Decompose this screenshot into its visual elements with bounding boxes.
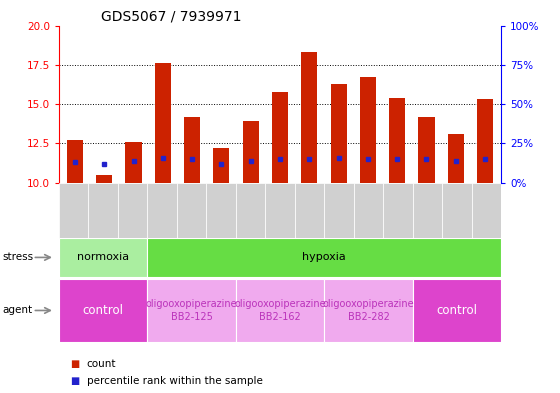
Bar xyxy=(59,279,147,342)
Bar xyxy=(418,117,435,183)
Text: control: control xyxy=(82,304,124,317)
Bar xyxy=(96,175,112,183)
Bar xyxy=(272,92,288,183)
Bar xyxy=(147,183,177,238)
Bar xyxy=(206,183,236,238)
Bar xyxy=(242,121,259,183)
Bar xyxy=(389,98,405,183)
Bar xyxy=(265,183,295,238)
Bar xyxy=(147,238,501,277)
Text: oligooxopiperazine
BB2-125: oligooxopiperazine BB2-125 xyxy=(146,299,237,321)
Bar xyxy=(67,140,83,183)
Bar xyxy=(118,183,147,238)
Bar xyxy=(324,279,413,342)
Text: ■: ■ xyxy=(70,376,80,386)
Text: agent: agent xyxy=(3,305,33,316)
Bar xyxy=(59,238,147,277)
Bar xyxy=(155,63,171,183)
Bar xyxy=(383,183,413,238)
Bar xyxy=(301,52,318,183)
Bar xyxy=(324,183,354,238)
Text: stress: stress xyxy=(3,252,34,263)
Text: percentile rank within the sample: percentile rank within the sample xyxy=(87,376,263,386)
Bar xyxy=(477,99,493,183)
Bar xyxy=(177,183,206,238)
Bar xyxy=(360,77,376,183)
Bar xyxy=(442,183,472,238)
Text: control: control xyxy=(436,304,478,317)
Text: normoxia: normoxia xyxy=(77,252,129,263)
Bar xyxy=(184,117,200,183)
Bar xyxy=(413,279,501,342)
Bar xyxy=(448,134,464,183)
Text: count: count xyxy=(87,358,116,369)
Bar xyxy=(147,279,236,342)
Text: oligooxopiperazine
BB2-282: oligooxopiperazine BB2-282 xyxy=(323,299,414,321)
Text: ■: ■ xyxy=(70,358,80,369)
Bar xyxy=(330,84,347,183)
Bar xyxy=(236,279,324,342)
Bar xyxy=(354,183,383,238)
Bar xyxy=(236,183,265,238)
Bar xyxy=(88,183,118,238)
Bar xyxy=(213,148,230,183)
Text: hypoxia: hypoxia xyxy=(302,252,346,263)
Bar xyxy=(472,183,501,238)
Bar xyxy=(413,183,442,238)
Bar xyxy=(59,183,88,238)
Text: GDS5067 / 7939971: GDS5067 / 7939971 xyxy=(101,10,241,24)
Bar xyxy=(125,142,142,183)
Bar xyxy=(295,183,324,238)
Text: oligooxopiperazine
BB2-162: oligooxopiperazine BB2-162 xyxy=(234,299,326,321)
